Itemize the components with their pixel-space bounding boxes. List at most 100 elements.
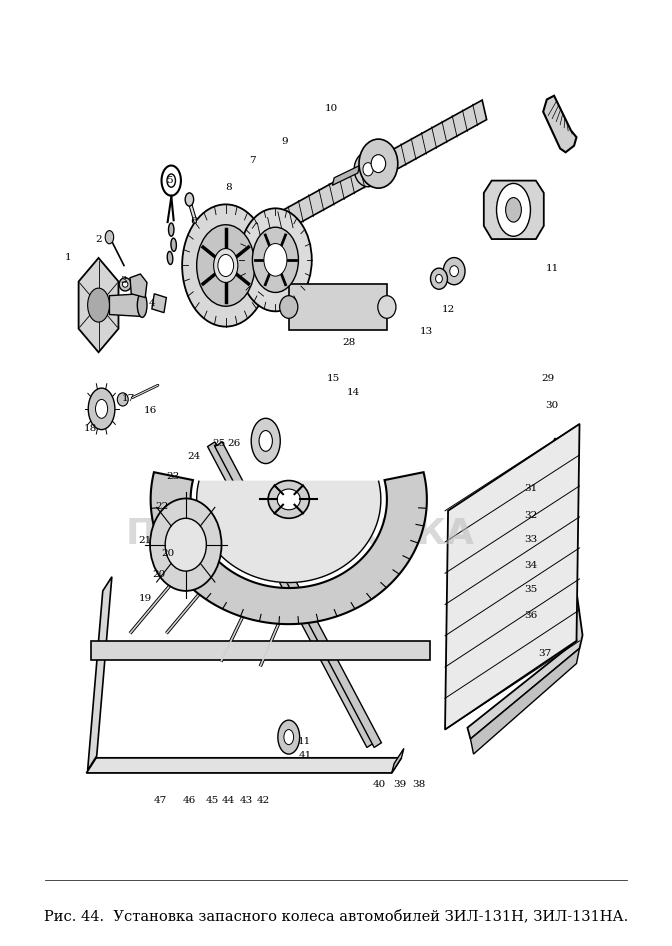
Circle shape (505, 198, 521, 222)
Text: 36: 36 (524, 611, 538, 620)
Circle shape (167, 174, 175, 187)
Polygon shape (470, 648, 579, 754)
Text: 35: 35 (524, 585, 538, 593)
Text: 14: 14 (346, 388, 360, 397)
Text: 9: 9 (281, 137, 288, 147)
Text: ПЛАНЕТА ЖЕ КА: ПЛАНЕТА ЖЕ КА (126, 517, 474, 552)
Text: 30: 30 (546, 400, 559, 410)
Ellipse shape (167, 252, 173, 265)
Circle shape (497, 184, 530, 236)
Polygon shape (392, 748, 404, 773)
Polygon shape (215, 442, 382, 747)
Ellipse shape (431, 268, 448, 289)
Text: 6: 6 (190, 217, 197, 226)
Text: 23: 23 (166, 472, 179, 482)
Text: 32: 32 (524, 511, 538, 520)
Ellipse shape (214, 249, 238, 283)
Polygon shape (110, 294, 141, 316)
Text: 20: 20 (152, 570, 165, 579)
Text: 42: 42 (257, 796, 270, 805)
Bar (289, 285, 387, 329)
Text: 28: 28 (343, 339, 356, 347)
Ellipse shape (359, 139, 398, 188)
Polygon shape (543, 96, 577, 152)
Circle shape (185, 193, 194, 206)
Text: 37: 37 (538, 649, 552, 657)
Bar (91, 640, 430, 659)
Circle shape (87, 289, 110, 322)
Polygon shape (151, 472, 427, 624)
Circle shape (88, 388, 115, 429)
Text: 46: 46 (183, 796, 196, 805)
Circle shape (284, 729, 294, 745)
Text: 8: 8 (226, 183, 232, 192)
Polygon shape (468, 438, 583, 739)
Circle shape (278, 720, 300, 754)
Ellipse shape (182, 204, 269, 326)
Text: 12: 12 (442, 306, 455, 314)
Polygon shape (445, 424, 579, 729)
Polygon shape (79, 258, 118, 352)
Circle shape (259, 430, 272, 451)
Ellipse shape (278, 489, 300, 510)
Ellipse shape (333, 296, 345, 311)
Text: 2: 2 (95, 235, 102, 243)
Ellipse shape (268, 481, 309, 518)
Ellipse shape (345, 288, 361, 308)
Text: 20: 20 (161, 549, 174, 558)
Text: 10: 10 (325, 104, 338, 114)
Circle shape (161, 166, 181, 196)
Ellipse shape (280, 296, 298, 318)
Ellipse shape (450, 266, 458, 276)
Text: 25: 25 (212, 439, 226, 448)
Text: 4: 4 (149, 299, 155, 307)
Text: Рис. 44.  Установка запасного колеса автомобилей ЗИЛ-131Н, ЗИЛ-131НА.: Рис. 44. Установка запасного колеса авто… (44, 909, 628, 923)
Ellipse shape (197, 225, 255, 307)
Ellipse shape (264, 243, 287, 276)
Polygon shape (238, 100, 487, 254)
Text: 33: 33 (524, 535, 538, 545)
Text: 15: 15 (327, 375, 340, 383)
Ellipse shape (119, 278, 131, 291)
Ellipse shape (169, 223, 174, 236)
Text: 5: 5 (166, 176, 173, 185)
Text: 31: 31 (524, 483, 538, 493)
Text: 19: 19 (138, 594, 152, 603)
Text: 7: 7 (249, 156, 256, 166)
Text: 11: 11 (298, 737, 311, 746)
Text: 24: 24 (187, 452, 200, 462)
Ellipse shape (165, 518, 206, 571)
Text: 11: 11 (546, 264, 560, 272)
Ellipse shape (435, 274, 442, 283)
Ellipse shape (118, 393, 128, 406)
Polygon shape (484, 181, 544, 239)
Ellipse shape (363, 163, 373, 176)
Text: 18: 18 (83, 424, 97, 433)
Text: 39: 39 (393, 780, 407, 789)
Ellipse shape (122, 282, 128, 288)
Polygon shape (87, 758, 401, 773)
Text: 29: 29 (542, 375, 554, 383)
Text: 1: 1 (65, 254, 71, 262)
Text: 34: 34 (524, 561, 538, 569)
Polygon shape (152, 294, 167, 312)
Circle shape (106, 231, 114, 244)
Polygon shape (333, 166, 360, 185)
Text: 43: 43 (240, 796, 253, 805)
Text: 26: 26 (228, 439, 241, 448)
Polygon shape (130, 274, 147, 298)
Polygon shape (87, 577, 112, 770)
Text: 16: 16 (144, 406, 157, 415)
Ellipse shape (137, 293, 147, 317)
Text: 47: 47 (154, 796, 167, 805)
Text: 40: 40 (373, 780, 386, 789)
Text: 13: 13 (420, 327, 433, 336)
Polygon shape (208, 442, 374, 747)
Ellipse shape (150, 499, 222, 591)
Circle shape (95, 399, 108, 418)
Text: 38: 38 (413, 780, 425, 789)
Circle shape (251, 418, 280, 464)
Ellipse shape (444, 257, 465, 285)
Text: 45: 45 (205, 796, 218, 805)
Ellipse shape (253, 227, 298, 292)
